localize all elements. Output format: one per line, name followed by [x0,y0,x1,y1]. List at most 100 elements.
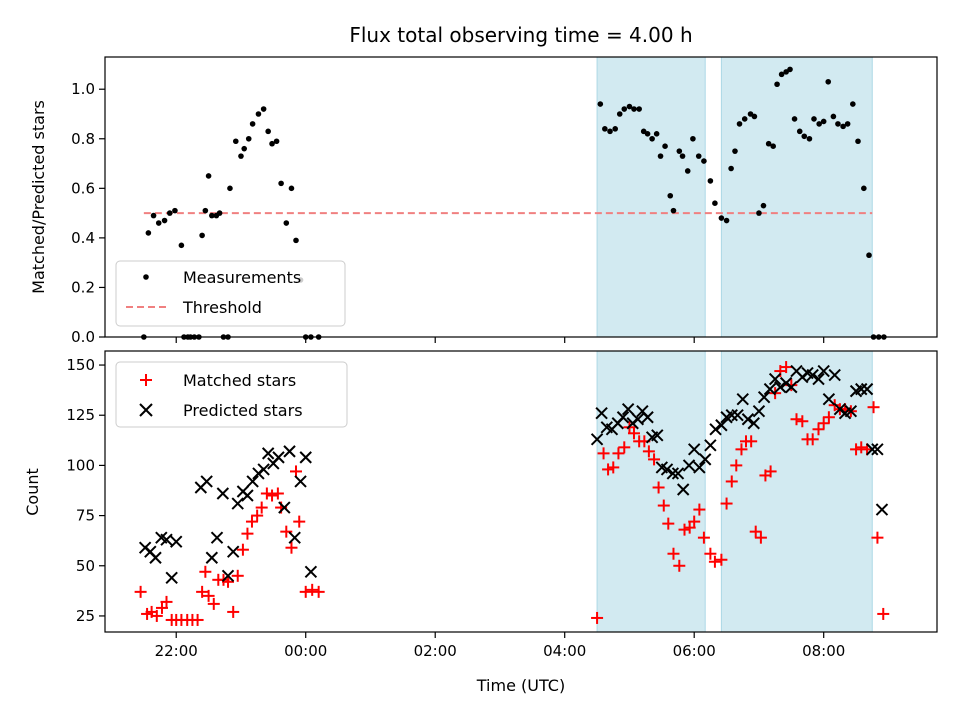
measurement-point [172,207,178,214]
measurement-point [765,140,772,147]
bottom-legend: Matched stars Predicted stars [115,361,348,428]
predicted-point [621,403,635,416]
measurement-point [732,148,738,154]
matched-point [299,585,312,598]
matched-point [764,465,777,478]
measurement-point [741,116,748,122]
matched-point [222,575,235,588]
measurement-point [155,220,162,226]
predicted-point [631,413,645,426]
measurement-point [145,230,152,236]
measurement-point [679,153,686,159]
predicted-point [294,475,307,488]
bottom-axes-frame [104,350,938,633]
measurement-point [644,131,651,137]
matched-point [591,611,604,624]
x-tick-label: 00:00 [284,642,327,660]
predicted-point [741,413,755,426]
matched-point [260,487,273,500]
matched-point [612,447,625,460]
measurement-point [293,237,299,244]
predicted-point [304,565,318,578]
matched-point [231,569,244,582]
predicted-point [246,475,259,488]
bottom-panel: 25 50 75 100 125 150 22:00 00:00 02:00 04:00 06:0… [23,350,938,695]
measurement-point [695,153,702,159]
top-y-ticks: 0.0 0.2 0.4 0.6 0.8 1.0 [71,80,105,346]
predicted-point [752,405,766,418]
bottom-x-ticks: 22:00 00:00 02:00 04:00 06:00 08:00 [155,632,845,660]
measurement-point [597,101,604,107]
predicted-point [278,501,291,514]
measurement-point [161,217,168,224]
predicted-point [165,571,178,585]
predicted-point [676,483,690,496]
matched-point [191,613,204,626]
y-tick-label: 0.2 [71,278,95,296]
matched-point [227,605,240,618]
predicted-point [257,463,270,476]
measurement-point [835,121,841,127]
matched-point [780,361,793,374]
measurement-point [811,116,817,122]
predicted-point [616,411,630,424]
matched-point [850,443,863,456]
y-tick-label: 0.0 [71,328,95,346]
predicted-point [272,451,285,464]
x-tick-label: 02:00 [414,642,457,660]
predicted-point [261,447,275,460]
matched-point [667,547,680,560]
matched-point [806,433,819,446]
predicted-point [871,443,884,456]
measurement-point [844,121,851,127]
top-axes-frame [104,56,938,338]
predicted-point [283,445,296,458]
y-tick-label: 75 [76,507,95,525]
measurement-point [787,66,793,73]
y-tick-label: 0.4 [71,229,95,247]
measurement-point [278,180,284,187]
top-x-ticks [175,337,825,343]
matched-point [602,463,615,476]
measurement-point [850,101,856,107]
measurement-point [616,111,623,117]
matched-point [688,515,701,528]
matched-point [867,401,880,414]
measurement-point [778,71,785,78]
shaded-range-0 [596,57,706,337]
predicted-point [210,531,224,544]
predicted-point [595,407,608,420]
predicted-point [660,463,674,476]
measurement-point [227,185,233,192]
matched-point [720,497,733,510]
top-points [141,66,887,340]
measurement-point [723,217,730,224]
measurement-point [612,126,619,132]
matched-point [817,417,830,430]
measurement-point [707,178,714,184]
predicted-point [216,487,230,500]
measurement-point [676,148,683,154]
y-tick-label: 0.6 [71,179,95,197]
matched-point [150,609,163,622]
matched-point [155,601,168,614]
legend-predicted-label: Predicted stars [183,401,303,420]
predicted-point [866,443,879,456]
y-tick-label: 25 [76,607,95,625]
top-shaded-ranges [596,57,873,337]
predicted-point [231,497,244,510]
measurement-point [816,121,822,127]
legend-predicted-marker [139,403,153,417]
predicted-point [666,467,680,480]
matched-point [597,447,610,460]
matched-point [693,503,706,516]
x-tick-label: 06:00 [673,642,716,660]
measurement-point [728,165,734,172]
measurement-point [760,202,767,209]
legend-measurements-marker [143,274,149,280]
matched-point [657,499,670,512]
matched-point [199,565,212,578]
predicted-point [725,409,738,422]
measurement-point [209,212,215,219]
predicted-point [822,392,836,406]
